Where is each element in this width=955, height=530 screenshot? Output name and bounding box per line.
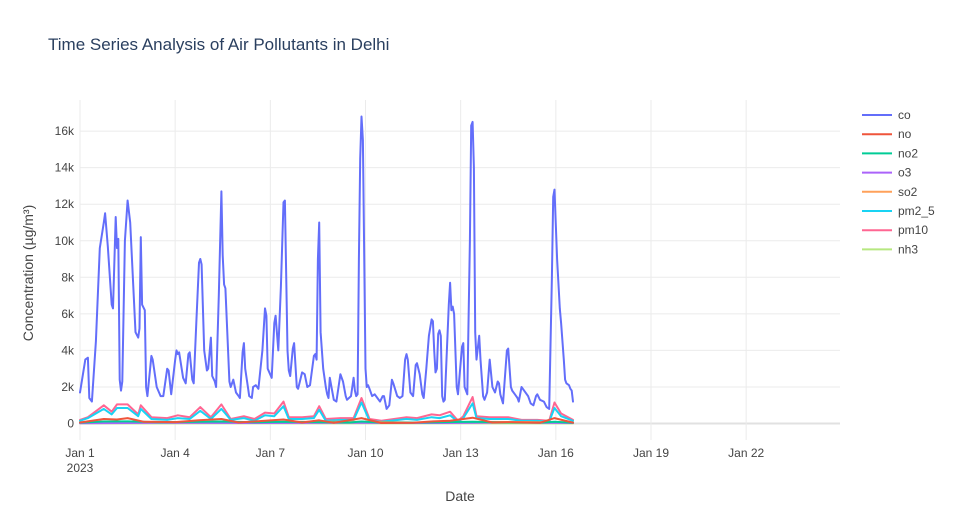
y-tick-label: 0 (67, 417, 74, 431)
x-tick-label: Jan 1 (65, 446, 95, 460)
x-tick-label: Jan 22 (728, 446, 764, 460)
x-tick-sublabel: 2023 (67, 461, 94, 475)
legend-label: so2 (898, 185, 918, 199)
y-tick-label: 16k (55, 124, 75, 138)
y-tick-label: 10k (55, 234, 75, 248)
legend-label: pm10 (898, 223, 928, 237)
x-tick-label: Jan 13 (443, 446, 479, 460)
x-tick-label: Jan 10 (347, 446, 383, 460)
x-tick-label: Jan 4 (160, 446, 190, 460)
y-tick-label: 6k (61, 307, 75, 321)
legend-label: nh3 (898, 242, 918, 256)
legend-label: pm2_5 (898, 204, 935, 218)
x-axis-title: Date (445, 488, 475, 504)
y-tick-label: 8k (61, 270, 75, 284)
y-tick-label: 2k (61, 380, 75, 394)
y-tick-label: 4k (61, 343, 75, 357)
y-tick-label: 14k (55, 161, 75, 175)
legend-label: no2 (898, 146, 918, 160)
y-tick-label: 12k (55, 197, 75, 211)
legend-label: no (898, 127, 912, 141)
chart-title: Time Series Analysis of Air Pollutants i… (48, 35, 389, 54)
x-tick-label: Jan 7 (256, 446, 286, 460)
x-tick-label: Jan 16 (538, 446, 574, 460)
legend-label: o3 (898, 166, 912, 180)
legend-label: co (898, 108, 911, 122)
y-axis-title: Concentration (µg/m³) (20, 205, 36, 341)
x-tick-label: Jan 19 (633, 446, 669, 460)
